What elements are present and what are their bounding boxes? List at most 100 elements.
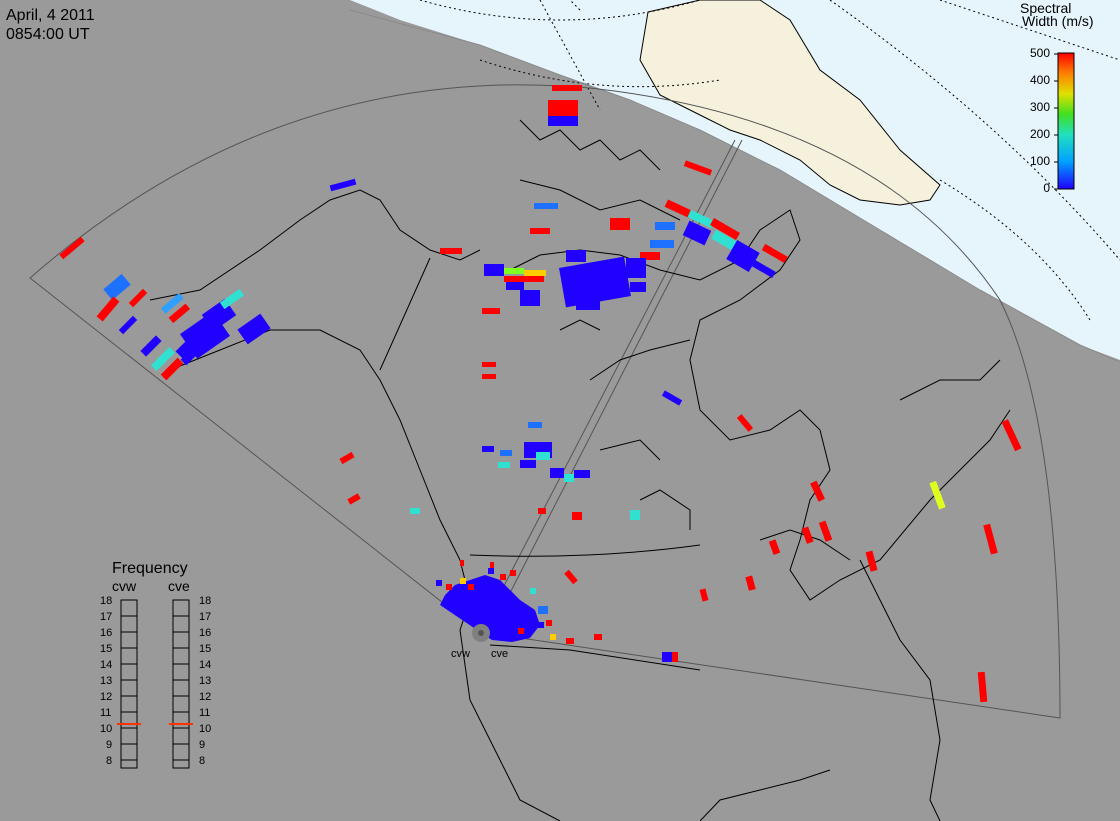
echo-gate — [150, 346, 176, 372]
echo-gate — [536, 452, 550, 460]
echo-gate — [865, 550, 878, 572]
echo-gate — [818, 520, 833, 542]
echo-gate — [572, 512, 582, 520]
freq-radar-label-cve: cve — [168, 578, 190, 594]
echo-gate — [482, 446, 494, 452]
echo-gate — [548, 116, 578, 126]
echo-gate — [664, 199, 694, 219]
polar-grid — [419, 0, 1120, 321]
echo-gate — [128, 288, 148, 308]
echo-gate — [103, 273, 131, 301]
colorbar-tick-label: 500 — [1029, 46, 1050, 60]
echo-gate — [530, 228, 550, 234]
echo-gate — [538, 508, 546, 514]
echo-gate — [219, 288, 245, 310]
echo-gate — [661, 390, 683, 406]
freq-tick-right: 14 — [199, 659, 212, 671]
echo-gate — [983, 523, 998, 555]
fov-beam-east — [489, 139, 743, 633]
echo-gate — [801, 526, 814, 544]
freq-tick-right: 15 — [199, 643, 212, 655]
echo-gate — [160, 292, 184, 314]
echo-gate — [410, 508, 420, 514]
echo-gate — [749, 258, 776, 278]
freq-tick-left: 13 — [100, 675, 113, 687]
freq-tick-left: 15 — [100, 643, 113, 655]
echo-gate — [329, 178, 357, 192]
echo-gate — [520, 290, 540, 306]
colorbar-ticks — [1054, 53, 1058, 190]
colorbar-title: Spectral — [1020, 0, 1072, 16]
freq-tick-left: 14 — [100, 659, 113, 671]
echo-gate — [682, 220, 712, 246]
echo-gate — [650, 240, 674, 248]
colorbar-tick-label: 100 — [1029, 154, 1050, 168]
echo-gate — [559, 256, 631, 308]
freq-tick-left: 8 — [106, 755, 113, 767]
freq-tick-left: 16 — [100, 627, 113, 639]
freq-tick-left: 9 — [106, 739, 113, 751]
daylight-ocean — [350, 0, 1120, 360]
freq-tick-right: 16 — [199, 627, 212, 639]
echo-gate — [552, 85, 582, 91]
echo-gate — [550, 468, 564, 478]
echo-gate — [566, 638, 574, 644]
echo-gate — [929, 480, 946, 510]
echo-gate — [498, 462, 510, 468]
echo-gate — [745, 575, 756, 591]
freq-tick-left: 17 — [100, 611, 113, 623]
echo-gate — [810, 480, 825, 502]
echo-gate — [1001, 419, 1022, 452]
echo-gate — [168, 303, 190, 324]
freq-tick-right: 12 — [199, 691, 212, 703]
fov-beam-west — [479, 139, 736, 633]
echo-gate — [500, 450, 512, 456]
echo-gate — [683, 160, 713, 176]
colorbar-tick-label: 200 — [1029, 127, 1050, 141]
echo-gate — [564, 474, 574, 482]
freq-tick-right: 18 — [199, 595, 212, 607]
echo-gate — [655, 222, 675, 230]
colorbar-tick-label: 300 — [1029, 100, 1050, 114]
colorbar-tick-label: 0 — [1043, 181, 1050, 195]
freq-tick-left: 18 — [100, 595, 113, 607]
echo-gate — [237, 313, 271, 345]
frequency-columns — [120, 599, 190, 769]
echo-gate — [640, 252, 660, 260]
echo-gate — [687, 209, 715, 229]
echo-gate — [711, 229, 737, 251]
radar-site-label-cve: cve — [491, 648, 509, 660]
echo-gate — [59, 236, 85, 260]
freq-tick-right: 17 — [199, 611, 212, 623]
echo-gate — [710, 218, 740, 240]
echo-gate — [160, 357, 184, 381]
freq-tick-left: 11 — [100, 707, 112, 719]
echo-gate — [528, 422, 542, 428]
echo-gate — [482, 362, 496, 367]
echo-gate — [566, 250, 586, 262]
echo-gate — [672, 652, 678, 662]
radar-echo-gates — [59, 85, 1022, 703]
borders — [379, 257, 701, 671]
echo-gate — [576, 296, 600, 310]
echo-gate — [520, 460, 536, 468]
echo-gate — [484, 264, 504, 276]
freq-tick-right: 13 — [199, 675, 212, 687]
plot-date: April, 4 2011 — [6, 7, 95, 24]
echo-gate — [699, 588, 709, 602]
echo-gate — [440, 248, 462, 254]
echo-gate — [736, 414, 754, 432]
echo-gate — [534, 203, 558, 209]
freq-radar-label-cvw: cvw — [112, 578, 137, 594]
echo-gate — [347, 493, 361, 505]
echo-gate — [761, 243, 788, 263]
echo-gate — [504, 276, 544, 282]
echo-gate — [482, 374, 496, 379]
echo-gate — [662, 652, 672, 662]
greenland-landmass — [639, 0, 941, 206]
echo-gate — [977, 671, 988, 703]
freq-tick-right: 9 — [199, 739, 206, 751]
echo-gate — [610, 218, 630, 230]
